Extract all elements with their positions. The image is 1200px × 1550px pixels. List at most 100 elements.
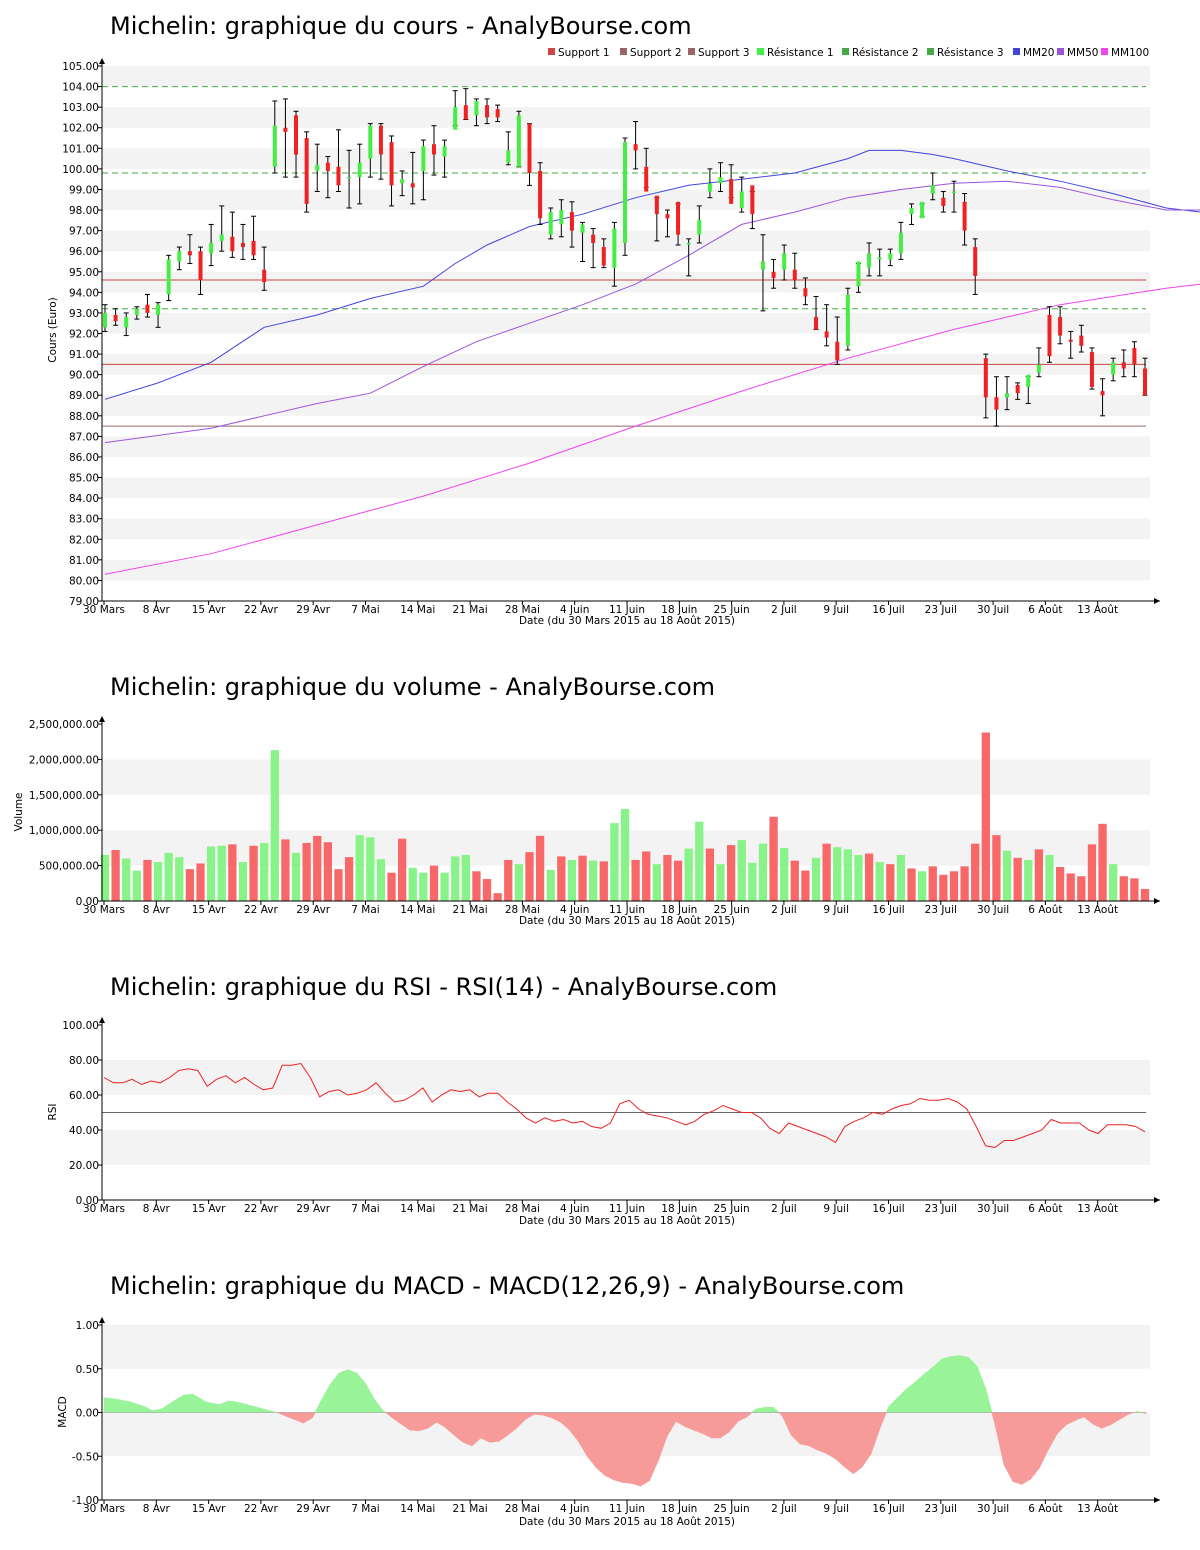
- price-x-tick-label: 8 Avr: [143, 604, 171, 616]
- candle-body: [676, 201, 681, 235]
- price-band: [102, 395, 1150, 416]
- candle-body: [251, 240, 256, 256]
- candle-body: [357, 162, 362, 178]
- legend-support-1-swatch: [548, 48, 555, 55]
- legend-mm20-label: MM20: [1023, 47, 1054, 59]
- volume-x-tick-label: 16 Juil: [872, 904, 904, 916]
- volume-chart-title: Michelin: graphique du volume - AnalyBou…: [110, 673, 715, 701]
- volume-x-arrow: [1154, 898, 1160, 904]
- candle-body: [994, 397, 999, 410]
- candle-body: [644, 166, 649, 192]
- volume-bar: [907, 868, 916, 901]
- price-y-tick-label: 98.00: [69, 205, 99, 217]
- price-y-tick-label: 86.00: [69, 452, 99, 464]
- macd-positive-segment: [130, 1401, 145, 1413]
- volume-bar: [270, 750, 279, 901]
- price-axes: 79.00 80.00 81.00 82.00 83.00 84.00 85.00 86.00…: [62, 58, 1160, 616]
- rsi-y-tick-label: 80.00: [69, 1055, 99, 1067]
- volume-bar: [366, 837, 375, 901]
- macd-x-tick-label: 6 Août: [1028, 1503, 1062, 1515]
- candle-body: [240, 242, 245, 248]
- candle-body: [1089, 352, 1094, 387]
- rsi-x-tick-label: 14 Mai: [400, 1203, 435, 1215]
- candle-body: [400, 179, 405, 184]
- candle-body: [898, 232, 903, 254]
- volume-bar: [620, 808, 630, 901]
- macd-positive-segment: [941, 1356, 952, 1413]
- price-x-tick-label: 30 Juil: [977, 604, 1009, 616]
- candle-body: [654, 195, 659, 215]
- mm20-line: [104, 149, 1200, 400]
- candle-body: [198, 251, 203, 280]
- volume-bar: [684, 848, 693, 901]
- macd-x-tick-label: 9 Juil: [823, 1503, 849, 1515]
- volume-bar: [1077, 876, 1086, 901]
- candle-body: [739, 191, 744, 208]
- rsi-x-tick-label: 22 Avr: [244, 1203, 278, 1215]
- macd-positive-segment: [773, 1406, 780, 1413]
- rsi-x-tick-label: 29 Avr: [296, 1203, 330, 1215]
- volume-bar: [1013, 857, 1022, 901]
- volume-x-label: Date (du 30 Mars 2015 au 18 Août 2015): [519, 915, 735, 927]
- macd-x-tick-label: 11 Juin: [609, 1503, 645, 1515]
- rsi-axes: 0.00 20.00 40.00 60.00 80.00 100.00 30 Mars 8 A…: [62, 1017, 1160, 1215]
- macd-positive-segment: [365, 1382, 375, 1413]
- candle-body: [750, 185, 755, 215]
- macd-negative-segment: [480, 1412, 491, 1443]
- volume-bar: [631, 859, 640, 901]
- volume-bar: [249, 845, 258, 901]
- volume-bar: [1024, 859, 1033, 901]
- candle-body: [442, 146, 447, 157]
- volume-bar: [695, 821, 704, 901]
- volume-bars: [100, 732, 1150, 901]
- macd-negative-segment: [533, 1412, 544, 1416]
- price-x-tick-label: 29 Avr: [296, 604, 330, 616]
- volume-x-tick-label: 6 Août: [1028, 904, 1062, 916]
- volume-x-tick-label: 13 Août: [1077, 904, 1118, 916]
- candle-body: [909, 207, 914, 215]
- candle-body: [941, 197, 946, 206]
- price-band: [102, 312, 1150, 334]
- volume-x-tick-label: 18 Juin: [661, 904, 697, 916]
- rsi-y-tick-label: 40.00: [69, 1125, 99, 1137]
- macd-x-tick-label: 23 Juil: [925, 1503, 957, 1515]
- candle-body: [113, 314, 118, 322]
- legend-mm100-label: MM100: [1111, 47, 1149, 59]
- volume-bar: [737, 840, 746, 901]
- candle-body: [569, 212, 574, 231]
- volume-y-tick-label: 2,000,000.00: [29, 754, 99, 766]
- macd-x-tick-label: 14 Mai: [400, 1503, 435, 1515]
- volume-bar: [153, 862, 163, 901]
- macd-positive-segment: [374, 1398, 384, 1413]
- macd-positive-segment: [755, 1406, 765, 1413]
- candle-body: [707, 183, 712, 192]
- volume-bar: [535, 835, 545, 901]
- candle-body: [463, 105, 468, 120]
- volume-bar: [1130, 878, 1139, 901]
- volume-bar: [981, 732, 990, 901]
- volume-bar: [578, 855, 587, 901]
- macd-positive-segment: [117, 1399, 131, 1413]
- candle-body: [527, 123, 532, 173]
- candle-body: [920, 201, 925, 219]
- price-y-tick-label: 80.00: [69, 575, 99, 587]
- candle-body: [272, 125, 277, 167]
- price-x-tick-label: 2 Juil: [771, 604, 797, 616]
- rsi-x-tick-label: 16 Juil: [872, 1203, 904, 1215]
- candle-body: [973, 247, 978, 276]
- price-x-tick-label: 11 Juin: [609, 604, 645, 616]
- candle-body: [177, 251, 182, 262]
- candle-body: [856, 261, 861, 287]
- volume-bar: [122, 858, 131, 901]
- macd-positive-segment: [888, 1396, 898, 1413]
- legend-resistance-1-label: Résistance 1: [767, 47, 834, 59]
- volume-bar: [260, 842, 269, 901]
- price-x-tick-label: 4 Juin: [560, 604, 589, 616]
- candle-body: [283, 127, 288, 132]
- price-chart: Michelin: graphique du cours - AnalyBour…: [47, 12, 1200, 627]
- candle-body: [623, 142, 627, 243]
- volume-bar: [355, 835, 364, 901]
- macd-negative-segment: [462, 1412, 473, 1447]
- price-x-tick-label: 16 Juil: [872, 604, 904, 616]
